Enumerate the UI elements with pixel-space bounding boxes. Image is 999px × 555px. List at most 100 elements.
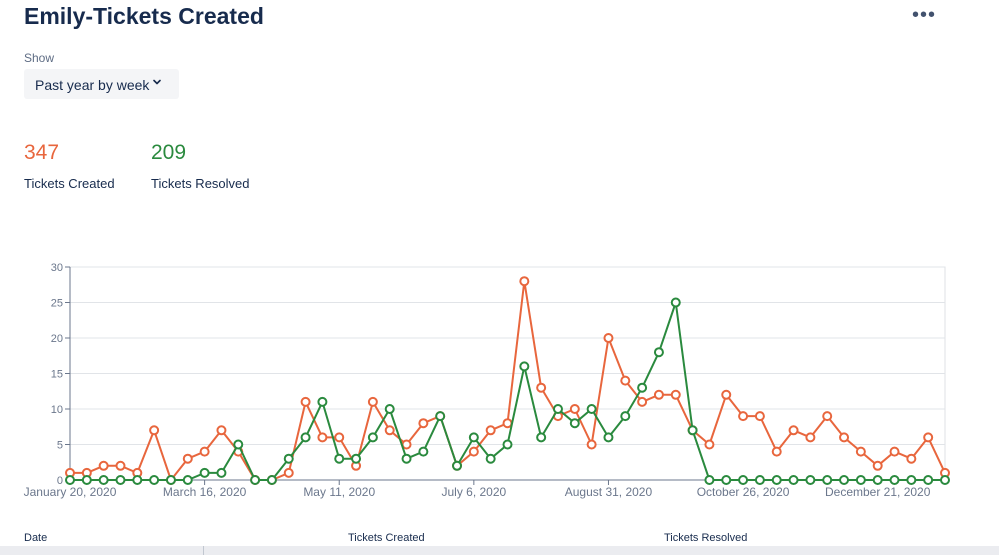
resolved-point <box>367 432 378 443</box>
chevron-down-icon <box>153 79 161 85</box>
x-tick-label: May 11, 2020 <box>303 485 375 499</box>
resolved-point <box>199 467 210 478</box>
resolved-point <box>721 475 732 485</box>
resolved-point <box>149 475 160 485</box>
tickets-created-label: Tickets Created <box>24 176 115 191</box>
created-point <box>317 432 328 443</box>
created-point <box>653 389 664 400</box>
created-point <box>872 460 883 471</box>
x-tick-label: October 26, 2020 <box>697 485 790 499</box>
column-header-tickets-created[interactable]: Tickets Created <box>348 532 425 544</box>
scrollbar-divider <box>203 546 204 555</box>
created-point <box>334 432 345 443</box>
resolved-point <box>81 475 92 485</box>
column-header-tickets-resolved[interactable]: Tickets Resolved <box>664 532 748 544</box>
created-point <box>721 389 732 400</box>
resolved-point <box>334 453 345 464</box>
resolved-point <box>771 475 782 485</box>
resolved-point <box>401 453 412 464</box>
created-point <box>788 425 799 436</box>
y-tick-label: 10 <box>51 404 63 416</box>
created-point <box>805 432 816 443</box>
resolved-point <box>519 361 530 372</box>
created-point <box>586 439 597 450</box>
created-point <box>620 375 631 386</box>
resolved-point <box>738 475 749 485</box>
resolved-point <box>283 453 294 464</box>
resolved-point <box>115 475 126 485</box>
created-point <box>603 333 614 343</box>
created-point <box>401 439 412 450</box>
created-point <box>536 382 547 393</box>
resolved-point <box>839 475 850 485</box>
y-tick-label: 25 <box>51 298 63 310</box>
created-point <box>754 411 765 422</box>
horizontal-scrollbar[interactable] <box>0 546 999 555</box>
created-point <box>906 453 917 464</box>
y-tick-label: 5 <box>57 440 63 452</box>
resolved-point <box>704 475 715 485</box>
created-point <box>502 418 513 429</box>
tickets-line-chart: 0 5 10 15 20 25 30 January 20, 2020 March 16, 20… <box>24 262 950 499</box>
created-point <box>283 467 294 478</box>
resolved-point <box>855 475 866 485</box>
created-point <box>670 389 681 400</box>
period-select[interactable]: Past year by week <box>24 69 179 99</box>
y-tick-label: 0 <box>57 475 63 487</box>
created-point <box>923 432 934 443</box>
resolved-point <box>502 439 513 450</box>
resolved-point <box>536 432 547 443</box>
resolved-point <box>687 425 698 436</box>
created-point <box>367 396 378 407</box>
resolved-point <box>418 446 429 457</box>
resolved-point <box>906 475 917 485</box>
created-point <box>98 460 109 471</box>
resolved-point <box>637 382 648 393</box>
y-tick-label: 15 <box>51 369 63 381</box>
resolved-point <box>586 404 597 414</box>
created-point <box>771 446 782 457</box>
resolved-point <box>300 432 311 443</box>
created-point <box>468 446 479 457</box>
resolved-point <box>351 453 362 464</box>
created-point <box>738 411 749 422</box>
resolved-point <box>822 475 833 485</box>
resolved-point <box>485 453 496 464</box>
x-tick-label: August 31, 2020 <box>565 485 653 499</box>
tickets-resolved-count: 209 <box>151 141 187 164</box>
created-point <box>149 425 160 436</box>
resolved-point <box>603 432 614 443</box>
created-point <box>182 453 193 464</box>
x-tick-label: January 20, 2020 <box>24 485 117 499</box>
column-header-date[interactable]: Date <box>24 532 48 544</box>
created-point <box>216 425 227 436</box>
resolved-point <box>452 460 463 471</box>
resolved-point <box>165 475 176 485</box>
tickets-created-count: 347 <box>24 141 60 164</box>
resolved-point <box>754 475 765 485</box>
created-point <box>569 404 580 414</box>
resolved-point <box>65 475 75 485</box>
created-point <box>485 425 496 436</box>
resolved-point <box>569 418 580 429</box>
resolved-point <box>98 475 109 485</box>
x-tick-label: March 16, 2020 <box>163 485 247 499</box>
created-point <box>637 396 648 407</box>
y-tick-label: 30 <box>51 262 63 274</box>
created-point <box>822 411 833 422</box>
resolved-point <box>266 475 277 485</box>
created-point <box>704 439 715 450</box>
more-options-icon[interactable]: ••• <box>912 4 937 26</box>
created-point <box>199 446 210 457</box>
created-point <box>889 446 900 457</box>
resolved-point <box>468 432 479 443</box>
created-point <box>519 276 530 287</box>
resolved-point <box>182 475 193 485</box>
resolved-point <box>670 297 681 308</box>
tickets-resolved-label: Tickets Resolved <box>151 176 250 191</box>
x-tick-label: December 21, 2020 <box>825 485 931 499</box>
resolved-point <box>233 439 244 450</box>
resolved-point <box>788 475 799 485</box>
resolved-point <box>923 475 934 485</box>
resolved-point <box>435 411 446 422</box>
